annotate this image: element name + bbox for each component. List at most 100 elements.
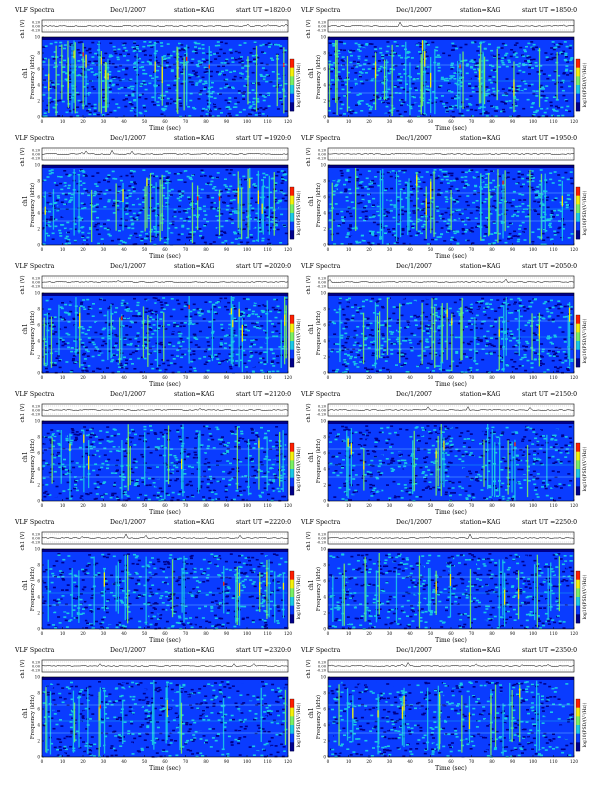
psd-cell xyxy=(349,225,353,228)
psd-cell xyxy=(460,60,464,62)
psd-cell xyxy=(44,367,48,370)
psd-cell xyxy=(154,359,158,361)
psd-cell xyxy=(427,67,431,70)
psd-cell xyxy=(473,193,477,196)
psd-cell xyxy=(480,170,484,172)
psd-cell xyxy=(564,59,568,62)
psd-cell xyxy=(119,362,123,365)
psd-cell xyxy=(76,190,80,193)
psd-cell xyxy=(389,175,393,178)
psd-cell xyxy=(178,97,182,99)
psd-cell xyxy=(64,193,68,196)
psd-cell xyxy=(269,218,272,221)
psd-cell xyxy=(452,75,456,77)
psd-cell xyxy=(548,222,552,225)
psd-cell xyxy=(172,358,176,360)
psd-cell xyxy=(51,338,55,340)
psd-cell xyxy=(485,90,489,92)
psd-cell xyxy=(172,308,176,311)
psd-cell xyxy=(114,52,118,55)
psd-cell xyxy=(252,321,256,324)
psd-cell xyxy=(238,44,242,46)
sferic-peak xyxy=(425,198,427,216)
psd-cell xyxy=(146,235,150,238)
psd-cell xyxy=(50,216,54,218)
psd-cell xyxy=(335,184,338,187)
psd-cell xyxy=(442,52,446,55)
psd-cell xyxy=(210,88,214,91)
colorbar-segment xyxy=(290,93,294,103)
psd-cell xyxy=(226,62,230,65)
psd-cell xyxy=(403,111,407,113)
ch1-tick-label: -0.20 xyxy=(31,157,41,161)
psd-cell xyxy=(536,50,540,52)
psd-cell xyxy=(141,61,145,63)
sferic-peak xyxy=(416,175,418,187)
psd-cell xyxy=(334,236,338,238)
psd-cell xyxy=(204,86,207,89)
psd-cell xyxy=(455,47,459,50)
psd-cell xyxy=(69,115,73,118)
psd-cell xyxy=(279,99,283,101)
psd-cell xyxy=(257,333,260,335)
psd-cell xyxy=(356,62,360,65)
psd-cell xyxy=(467,180,471,183)
psd-cell xyxy=(473,232,477,234)
psd-cell xyxy=(269,43,273,46)
psd-cell xyxy=(365,43,369,45)
psd-cell xyxy=(73,239,77,242)
psd-cell xyxy=(194,71,198,74)
psd-cell xyxy=(518,205,522,208)
psd-cell xyxy=(451,45,455,47)
psd-cell xyxy=(78,180,82,182)
psd-cell xyxy=(160,42,163,44)
psd-cell xyxy=(419,219,423,222)
psd-cell xyxy=(147,332,151,334)
psd-cell xyxy=(367,62,371,65)
psd-cell xyxy=(153,104,156,106)
psd-cell xyxy=(131,204,135,206)
psd-cell xyxy=(111,84,115,87)
psd-cell xyxy=(278,66,282,69)
psd-cell xyxy=(416,232,420,235)
psd-cell xyxy=(176,189,180,192)
psd-cell xyxy=(471,225,475,227)
psd-cell xyxy=(439,169,443,171)
psd-cell xyxy=(230,86,234,89)
psd-cell xyxy=(437,227,441,229)
psd-cell xyxy=(552,48,556,51)
psd-cell xyxy=(205,59,209,61)
psd-cell xyxy=(484,206,488,208)
psd-cell xyxy=(258,113,262,116)
psd-cell xyxy=(251,89,255,91)
psd-cell xyxy=(99,197,103,200)
psd-cell xyxy=(566,61,570,63)
psd-cell xyxy=(144,311,148,313)
psd-cell xyxy=(453,45,457,47)
psd-cell xyxy=(81,306,85,308)
psd-cell xyxy=(543,111,547,114)
psd-cell xyxy=(426,72,430,75)
psd-cell xyxy=(281,197,285,200)
psd-cell xyxy=(47,234,50,237)
psd-cell xyxy=(426,66,430,68)
colorbar-segment xyxy=(576,67,580,77)
psd-cell xyxy=(110,175,114,178)
psd-cell xyxy=(414,237,418,240)
psd-cell xyxy=(77,99,81,102)
sferic-streak xyxy=(211,303,214,362)
psd-cell xyxy=(271,71,275,73)
psd-cell xyxy=(232,189,236,191)
psd-cell xyxy=(64,242,68,245)
psd-cell xyxy=(127,308,131,310)
psd-cell xyxy=(213,306,217,308)
psd-cell xyxy=(518,199,522,201)
sferic-peak xyxy=(478,69,481,83)
psd-cell xyxy=(109,300,113,302)
psd-cell xyxy=(522,71,526,73)
ch1-tick-label: 0.00 xyxy=(32,153,41,157)
psd-cell xyxy=(274,222,278,224)
psd-cell xyxy=(475,104,479,106)
psd-cell xyxy=(123,209,127,211)
psd-cell xyxy=(158,50,162,52)
